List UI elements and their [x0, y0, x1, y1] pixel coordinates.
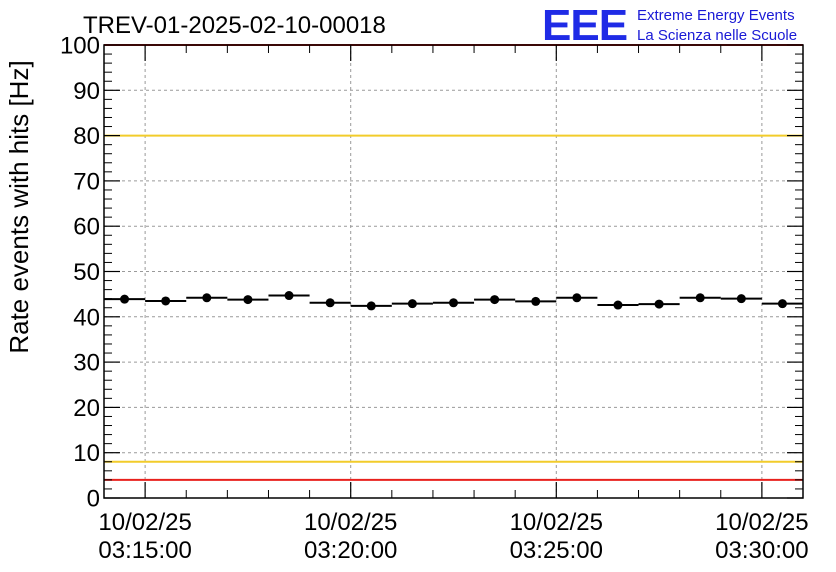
reference-lines: [104, 44, 803, 481]
y-axis-title: Rate events with hits [Hz]: [4, 60, 34, 353]
logo-line-2: La Scienza nelle Scuole: [637, 27, 797, 44]
y-tick-label: 100: [60, 33, 100, 60]
chart-title: TREV-01-2025-02-10-00018: [83, 12, 386, 39]
x-tick-time: 03:20:00: [304, 537, 397, 564]
y-tick-label: 60: [73, 214, 100, 241]
y-tick-label: 30: [73, 350, 100, 377]
logo-letters: EEE: [542, 1, 627, 50]
data-point: [449, 298, 458, 308]
data-point: [161, 296, 171, 306]
y-tick-label: 80: [73, 123, 100, 150]
x-tick-date: 10/02/25: [715, 509, 808, 536]
y-tick-label: 70: [73, 168, 100, 195]
y-tick-label: 90: [73, 78, 100, 105]
data-point: [490, 295, 500, 305]
data-point: [120, 294, 130, 304]
x-tick-time: 03:25:00: [510, 537, 603, 564]
data-point: [736, 294, 746, 304]
data-point: [777, 299, 787, 309]
data-point: [325, 298, 335, 308]
data-point: [613, 300, 623, 310]
y-tick-labels: 0 10 20 30 40 50 60 70 80 90 100: [60, 33, 100, 513]
axis-ticks: [103, 44, 804, 499]
y-tick-label: 50: [73, 259, 100, 286]
data-point: [407, 299, 417, 309]
data-point: [572, 293, 582, 303]
data-point: [695, 293, 705, 303]
x-tick-date: 10/02/25: [304, 509, 397, 536]
x-tick-date: 10/02/25: [98, 509, 191, 536]
y-tick-label: 40: [73, 304, 100, 331]
grid: [104, 45, 803, 498]
data-point: [654, 299, 664, 309]
y-tick-label: 10: [73, 440, 100, 467]
x-tick-date: 10/02/25: [510, 509, 603, 536]
data-point: [366, 301, 376, 311]
eee-logo: EEE Extreme Energy Events La Scienza nel…: [542, 1, 797, 50]
x-tick-time: 03:30:00: [715, 537, 808, 564]
data-point: [243, 295, 253, 305]
x-tick-labels: 10/02/2503:15:0010/02/2503:20:0010/02/25…: [98, 509, 808, 564]
x-tick-time: 03:15:00: [98, 537, 191, 564]
data-point: [202, 293, 212, 303]
y-tick-label: 0: [87, 486, 100, 513]
data-point: [284, 291, 294, 301]
logo-line-1: Extreme Energy Events: [637, 7, 795, 24]
data-series: [104, 291, 803, 311]
data-point: [531, 296, 541, 306]
y-tick-label: 20: [73, 395, 100, 422]
